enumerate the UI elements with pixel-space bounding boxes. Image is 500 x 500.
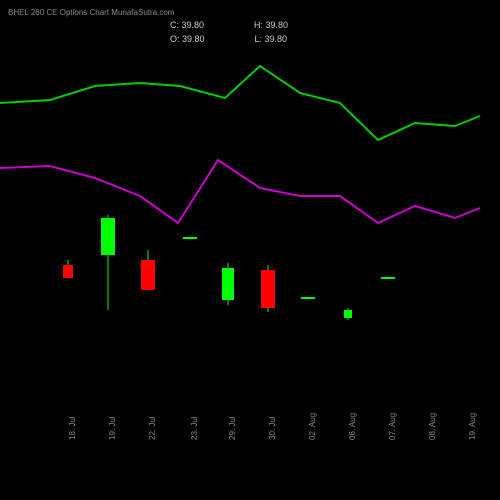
candle: [222, 263, 234, 305]
x-tick-label: 19. Aug: [468, 413, 500, 440]
upper-band-line: [0, 66, 480, 140]
chart-container: BHEL 260 CE Options Chart MunafaSutra.co…: [0, 0, 500, 500]
candle: [261, 265, 275, 312]
candle: [344, 308, 352, 320]
candle: [63, 260, 73, 278]
candle: [101, 215, 115, 310]
lower-band-line: [0, 160, 480, 223]
candle: [141, 250, 155, 290]
